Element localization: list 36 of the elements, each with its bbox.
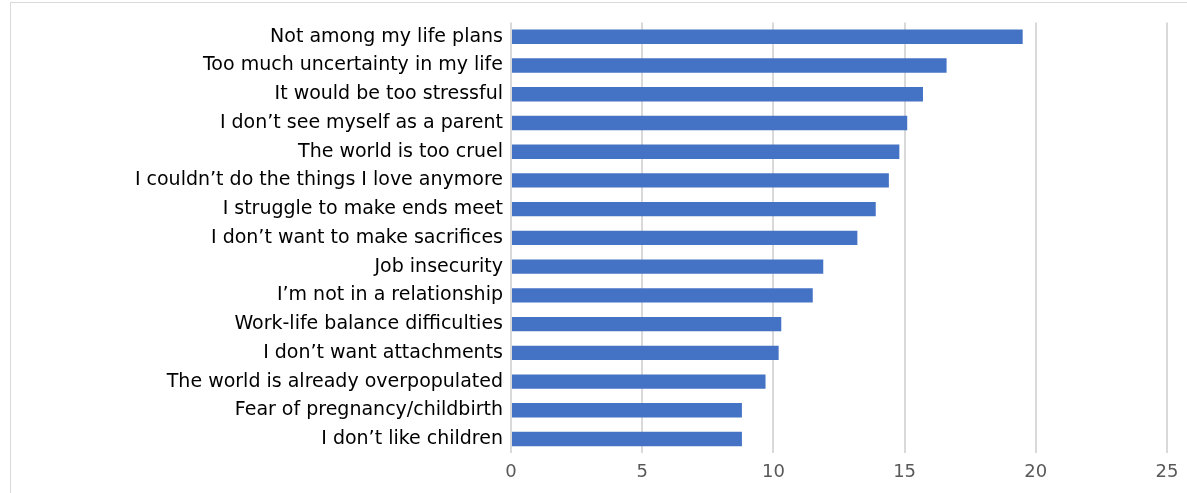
y-tick-label: I couldn’t do the things I love anymore bbox=[134, 167, 503, 190]
bar bbox=[512, 288, 813, 303]
bar bbox=[512, 431, 742, 447]
x-tick-label: 10 bbox=[761, 459, 785, 481]
bar bbox=[512, 374, 766, 389]
y-tick-label: The world is already overpopulated bbox=[165, 368, 503, 391]
y-tick-label: Job insecurity bbox=[373, 253, 503, 276]
y-tick-label: It would be too stressful bbox=[274, 81, 503, 104]
bar bbox=[512, 144, 900, 159]
y-tick-label: I’m not in a relationship bbox=[276, 282, 503, 305]
y-tick-label: The world is too cruel bbox=[297, 138, 503, 161]
y-tick-label: I don’t want attachments bbox=[263, 339, 503, 362]
x-tick-label: 20 bbox=[1024, 459, 1048, 481]
x-tick-label: 25 bbox=[1155, 459, 1179, 481]
bar bbox=[512, 345, 779, 361]
y-tick-label: Not among my life plans bbox=[270, 23, 503, 46]
bar bbox=[512, 87, 923, 102]
y-tick-label: I don’t like children bbox=[321, 425, 503, 448]
bar bbox=[512, 259, 824, 274]
y-tick-label: I struggle to make ends meet bbox=[222, 196, 503, 219]
bar bbox=[512, 58, 947, 73]
y-tick-label: Fear of pregnancy/childbirth bbox=[234, 397, 503, 420]
y-tick-label: I don’t see myself as a parent bbox=[219, 109, 503, 132]
bar bbox=[512, 115, 908, 131]
bar bbox=[512, 316, 782, 332]
y-tick-label: I don’t want to make sacrifices bbox=[210, 224, 503, 247]
x-tick-label: 5 bbox=[636, 459, 648, 481]
x-tick-label: 15 bbox=[893, 459, 917, 481]
bar bbox=[512, 173, 889, 188]
bar bbox=[512, 230, 858, 246]
x-tick-label: 0 bbox=[505, 459, 517, 481]
y-tick-label: Work-life balance difficulties bbox=[234, 311, 503, 334]
y-tick-label: Too much uncertainty in my life bbox=[201, 52, 503, 75]
bar bbox=[512, 201, 876, 217]
bar bbox=[512, 403, 742, 418]
bar bbox=[512, 29, 1023, 44]
